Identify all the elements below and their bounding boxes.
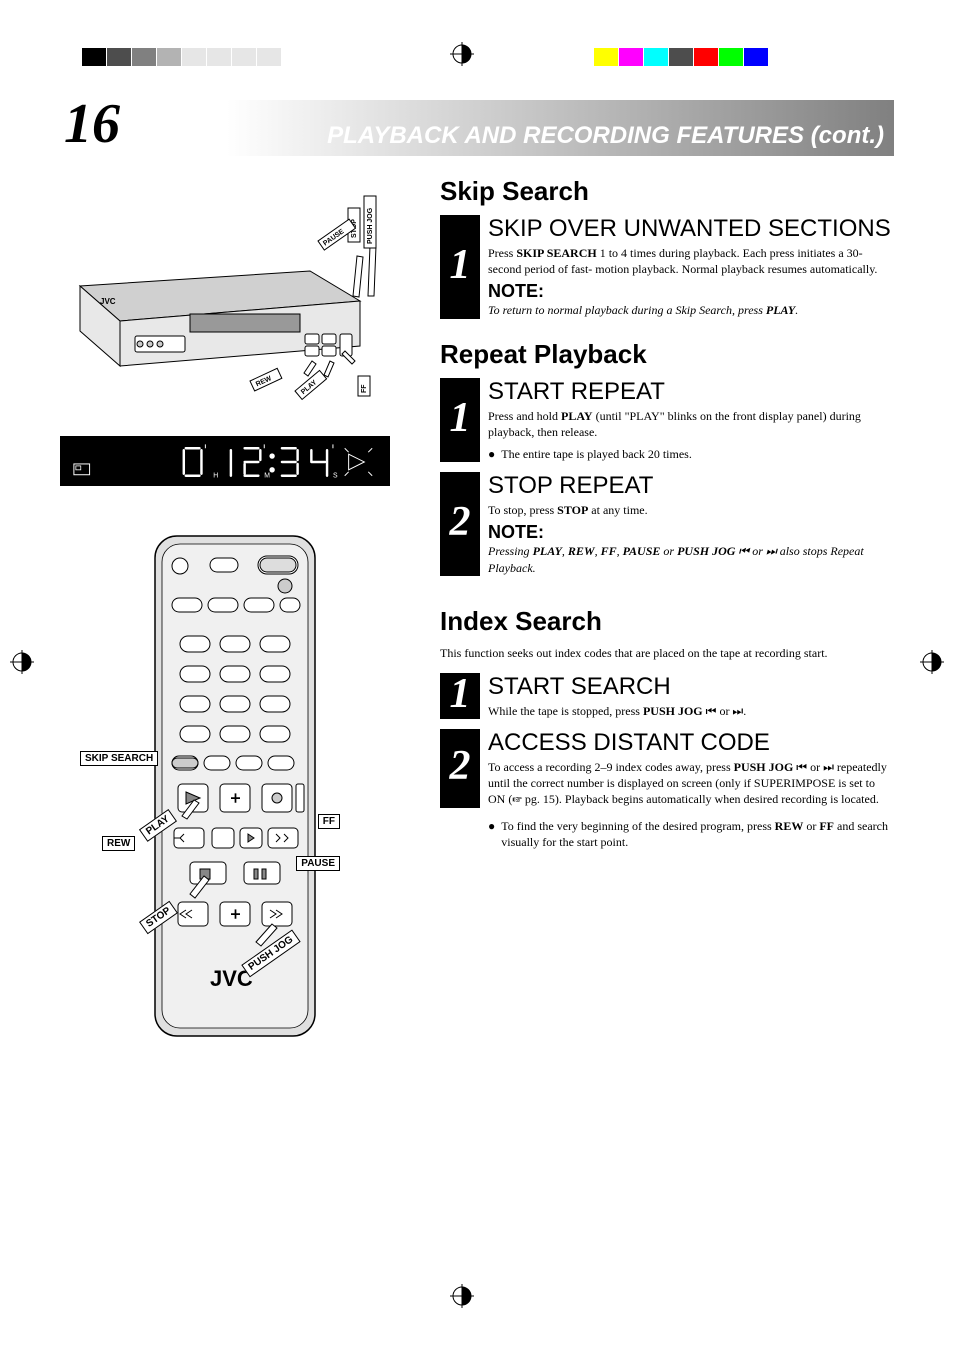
step-number-icon: 2 [440, 729, 480, 808]
note-label: NOTE: [488, 522, 894, 543]
swatch [644, 48, 668, 66]
step-number-icon: 1 [440, 215, 480, 319]
step-heading: ACCESS DISTANT CODE [488, 729, 894, 757]
step-body: Press SKIP SEARCH 1 to 4 times during pl… [488, 245, 894, 277]
remote-label-rew: REW [102, 836, 135, 851]
bullet-text: The entire tape is played back 20 times. [501, 446, 692, 462]
swatch [182, 48, 206, 66]
step-heading: STOP REPEAT [488, 472, 894, 500]
registration-mark-left [10, 650, 34, 674]
step-number-icon: 1 [440, 378, 480, 463]
bullet-text: To find the very beginning of the desire… [501, 818, 894, 850]
swatch [107, 48, 131, 66]
step-body: To stop, press STOP at any time. [488, 502, 894, 518]
repeat-step-2: 2 STOP REPEAT To stop, press STOP at any… [440, 472, 894, 576]
step-heading: START REPEAT [488, 378, 894, 406]
display-marker-h: H [213, 473, 218, 480]
step-body: To access a recording 2–9 index codes aw… [488, 759, 894, 808]
content-column: Skip Search 1 SKIP OVER UNWANTED SECTION… [430, 176, 894, 1051]
swatch [619, 48, 643, 66]
vcr-label-pushjog: PUSH JOG [367, 207, 374, 244]
note-label: NOTE: [488, 281, 894, 302]
skipsearch-step-1: 1 SKIP OVER UNWANTED SECTIONS Press SKIP… [440, 215, 894, 319]
swatch [594, 48, 618, 66]
registration-mark-top [450, 42, 474, 66]
illustration-column: JVC PUSH JOG STOP [60, 176, 430, 1051]
registration-mark-bottom [450, 1284, 474, 1308]
display-marker-s: S [333, 473, 338, 480]
page-header: 16 PLAYBACK AND RECORDING FEATURES (cont… [60, 100, 894, 156]
front-display-panel: H M S [60, 436, 390, 486]
section-title-skipsearch: Skip Search [440, 176, 894, 207]
step-body: Press and hold PLAY (until "PLAY" blinks… [488, 408, 894, 440]
section-intro: This function seeks out index codes that… [440, 645, 894, 661]
swatch [694, 48, 718, 66]
swatch [207, 48, 231, 66]
step-body: While the tape is stopped, press PUSH JO… [488, 703, 894, 719]
page-number: 16 [64, 96, 120, 152]
svg-text:＋: ＋ [230, 793, 241, 805]
color-bar-right [594, 48, 794, 66]
color-bar-left [82, 48, 282, 66]
repeat-step-1: 1 START REPEAT Press and hold PLAY (unti… [440, 378, 894, 463]
swatch [719, 48, 743, 66]
vcr-label-ff: FF [361, 384, 368, 393]
swatch [132, 48, 156, 66]
section-title-repeat: Repeat Playback [440, 339, 894, 370]
note-body: Pressing PLAY, REW, FF, PAUSE or PUSH JO… [488, 543, 894, 575]
step-number-icon: 1 [440, 673, 480, 719]
vcr-illustration: JVC PUSH JOG STOP [60, 186, 390, 416]
section-title-index: Index Search [440, 606, 894, 637]
remote-label-skipsearch: SKIP SEARCH [80, 751, 158, 766]
header-title: PLAYBACK AND RECORDING FEATURES (cont.) [120, 122, 894, 152]
index-step-2: 2 ACCESS DISTANT CODE To access a record… [440, 729, 894, 808]
remote-illustration: ＋ [100, 526, 370, 1051]
step-number-icon: 2 [440, 472, 480, 576]
note-body: To return to normal playback during a Sk… [488, 302, 894, 318]
display-marker-m: M [264, 473, 270, 480]
swatch [82, 48, 106, 66]
svg-text:＋: ＋ [230, 909, 241, 921]
swatch [744, 48, 768, 66]
index-step-1: 1 START SEARCH While the tape is stopped… [440, 673, 894, 719]
swatch [669, 48, 693, 66]
swatch [157, 48, 181, 66]
swatch [232, 48, 256, 66]
registration-mark-right [920, 650, 944, 674]
step-heading: START SEARCH [488, 673, 894, 701]
swatch [257, 48, 281, 66]
step-heading: SKIP OVER UNWANTED SECTIONS [488, 215, 894, 243]
swatch [769, 48, 793, 66]
bullet-item: ● To find the very beginning of the desi… [488, 818, 894, 850]
remote-label-ff: FF [318, 814, 340, 829]
bullet-item: ● The entire tape is played back 20 time… [488, 446, 894, 462]
remote-label-pause: PAUSE [296, 856, 340, 871]
vcr-brand: JVC [100, 297, 116, 306]
